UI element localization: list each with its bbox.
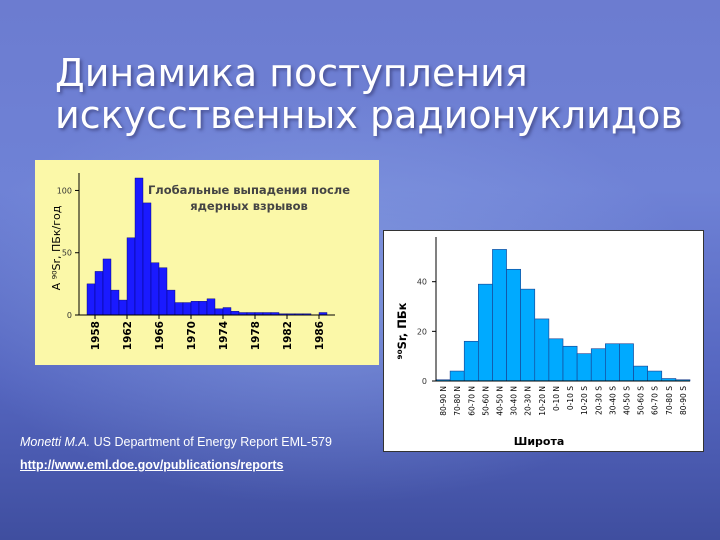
slide-title-line1: Динамика поступления <box>55 51 528 95</box>
fallout-bar <box>158 267 168 316</box>
latitude-x-tick-label: 10-20 S <box>580 386 589 415</box>
fallout-bar <box>134 177 144 316</box>
latitude-x-tick-label: 40-50 N <box>496 386 505 416</box>
fallout-bar <box>102 258 112 316</box>
latitude-bar <box>520 288 536 382</box>
latitude-y-tick-label: 20 <box>417 327 427 336</box>
latitude-bar <box>506 268 521 382</box>
slide-title: Динамика поступления искусственных радио… <box>55 52 715 136</box>
latitude-x-tick-label: 0-10 N <box>552 386 561 411</box>
fallout-bar <box>190 301 200 316</box>
fallout-bar <box>86 283 96 316</box>
fallout-y-tick-label: 0 <box>67 311 72 320</box>
latitude-x-tick-label: 40-50 S <box>623 386 632 415</box>
fallout-x-tick-label: 1978 <box>250 321 262 350</box>
fallout-bar <box>142 202 152 316</box>
caption-text: US Department of Energy Report EML-579 <box>90 435 332 449</box>
fallout-chart-title: Глобальные выпадения после <box>148 183 350 197</box>
fallout-bar <box>214 308 224 316</box>
latitude-x-tick-label: 80-90 S <box>679 386 688 415</box>
latitude-bar <box>647 370 663 382</box>
fallout-x-tick-label: 1974 <box>218 321 230 350</box>
latitude-y-tick-label: 0 <box>422 377 427 386</box>
fallout-bar <box>174 302 184 316</box>
latitude-x-tick-label: 10-20 N <box>538 386 547 416</box>
fallout-x-tick-label: 1982 <box>282 321 294 350</box>
fallout-bar <box>222 307 232 316</box>
latitude-bar <box>534 318 550 382</box>
latitude-x-axis-label: Широта <box>514 435 565 448</box>
fallout-y-axis-label: A ⁹⁰Sr, ПБк/год <box>50 205 63 290</box>
fallout-bar <box>230 311 240 316</box>
fallout-bar <box>110 289 120 316</box>
latitude-bar <box>478 283 493 382</box>
latitude-x-tick-label: 50-60 N <box>481 386 490 416</box>
fallout-bar <box>198 301 208 316</box>
fallout-x-tick-label: 1962 <box>122 321 134 350</box>
fallout-chart-panel: 0 50 100 1958 1962 1966 1970 1974 1978 1982 1986 A … <box>35 160 379 365</box>
fallout-x-tick-label: 1966 <box>154 321 166 350</box>
latitude-bar <box>633 365 648 382</box>
fallout-bar <box>150 262 160 316</box>
latitude-bar <box>619 343 634 382</box>
latitude-bar <box>492 249 507 382</box>
latitude-bar <box>576 353 592 382</box>
latitude-x-tick-label: 0-10 S <box>566 386 575 410</box>
latitude-bar <box>605 343 620 382</box>
latitude-y-axis-label: ⁹⁰Sr, ПБк <box>395 302 409 359</box>
fallout-x-tick-label: 1986 <box>314 321 326 350</box>
fallout-bar <box>118 299 128 316</box>
fallout-bar <box>166 289 176 316</box>
latitude-x-tick-label: 30-40 N <box>510 386 519 416</box>
fallout-y-tick-label: 50 <box>62 249 72 258</box>
latitude-x-tick-label: 60-70 N <box>467 386 476 416</box>
latitude-x-tick-label: 80-90 N <box>439 386 448 416</box>
slide-title-line2: искусственных радионуклидов <box>55 93 683 137</box>
latitude-bar <box>463 340 479 382</box>
fallout-bar <box>182 302 192 316</box>
latitude-x-tick-label: 70-80 N <box>453 386 462 416</box>
source-caption: Monetti M.A. US Department of Energy Rep… <box>20 435 383 449</box>
latitude-chart: 0 20 40 80-90 N 70-80 N 60-70 N 50-60 N 40-50 N… <box>395 237 691 448</box>
latitude-bar <box>548 338 564 382</box>
latitude-x-tick-label: 50-60 S <box>637 386 646 415</box>
fallout-y-tick-label: 100 <box>57 186 72 195</box>
latitude-x-tick-label: 20-30 S <box>594 386 603 415</box>
fallout-chart: 0 50 100 1958 1962 1966 1970 1974 1978 1982 1986 A … <box>50 173 350 350</box>
latitude-bar <box>590 348 606 382</box>
latitude-chart-panel: 0 20 40 80-90 N 70-80 N 60-70 N 50-60 N 40-50 N… <box>383 230 704 452</box>
latitude-bar <box>562 345 578 382</box>
latitude-y-tick-label: 40 <box>417 278 427 287</box>
fallout-chart-title: ядерных взрывов <box>190 199 308 213</box>
fallout-bar <box>94 271 104 316</box>
latitude-bar <box>449 370 465 382</box>
latitude-x-tick-label: 70-80 S <box>665 386 674 415</box>
fallout-x-tick-label: 1970 <box>186 321 198 350</box>
caption-author: Monetti M.A. <box>20 435 91 449</box>
fallout-bar <box>126 237 136 316</box>
fallout-bar <box>206 298 216 316</box>
fallout-x-tick-label: 1958 <box>90 321 102 350</box>
source-link[interactable]: http://www.eml.doe.gov/publications/repo… <box>20 458 284 472</box>
latitude-x-tick-label: 20-30 N <box>524 386 533 416</box>
latitude-x-tick-label: 30-40 S <box>608 386 617 415</box>
latitude-x-tick-label: 60-70 S <box>651 386 660 415</box>
